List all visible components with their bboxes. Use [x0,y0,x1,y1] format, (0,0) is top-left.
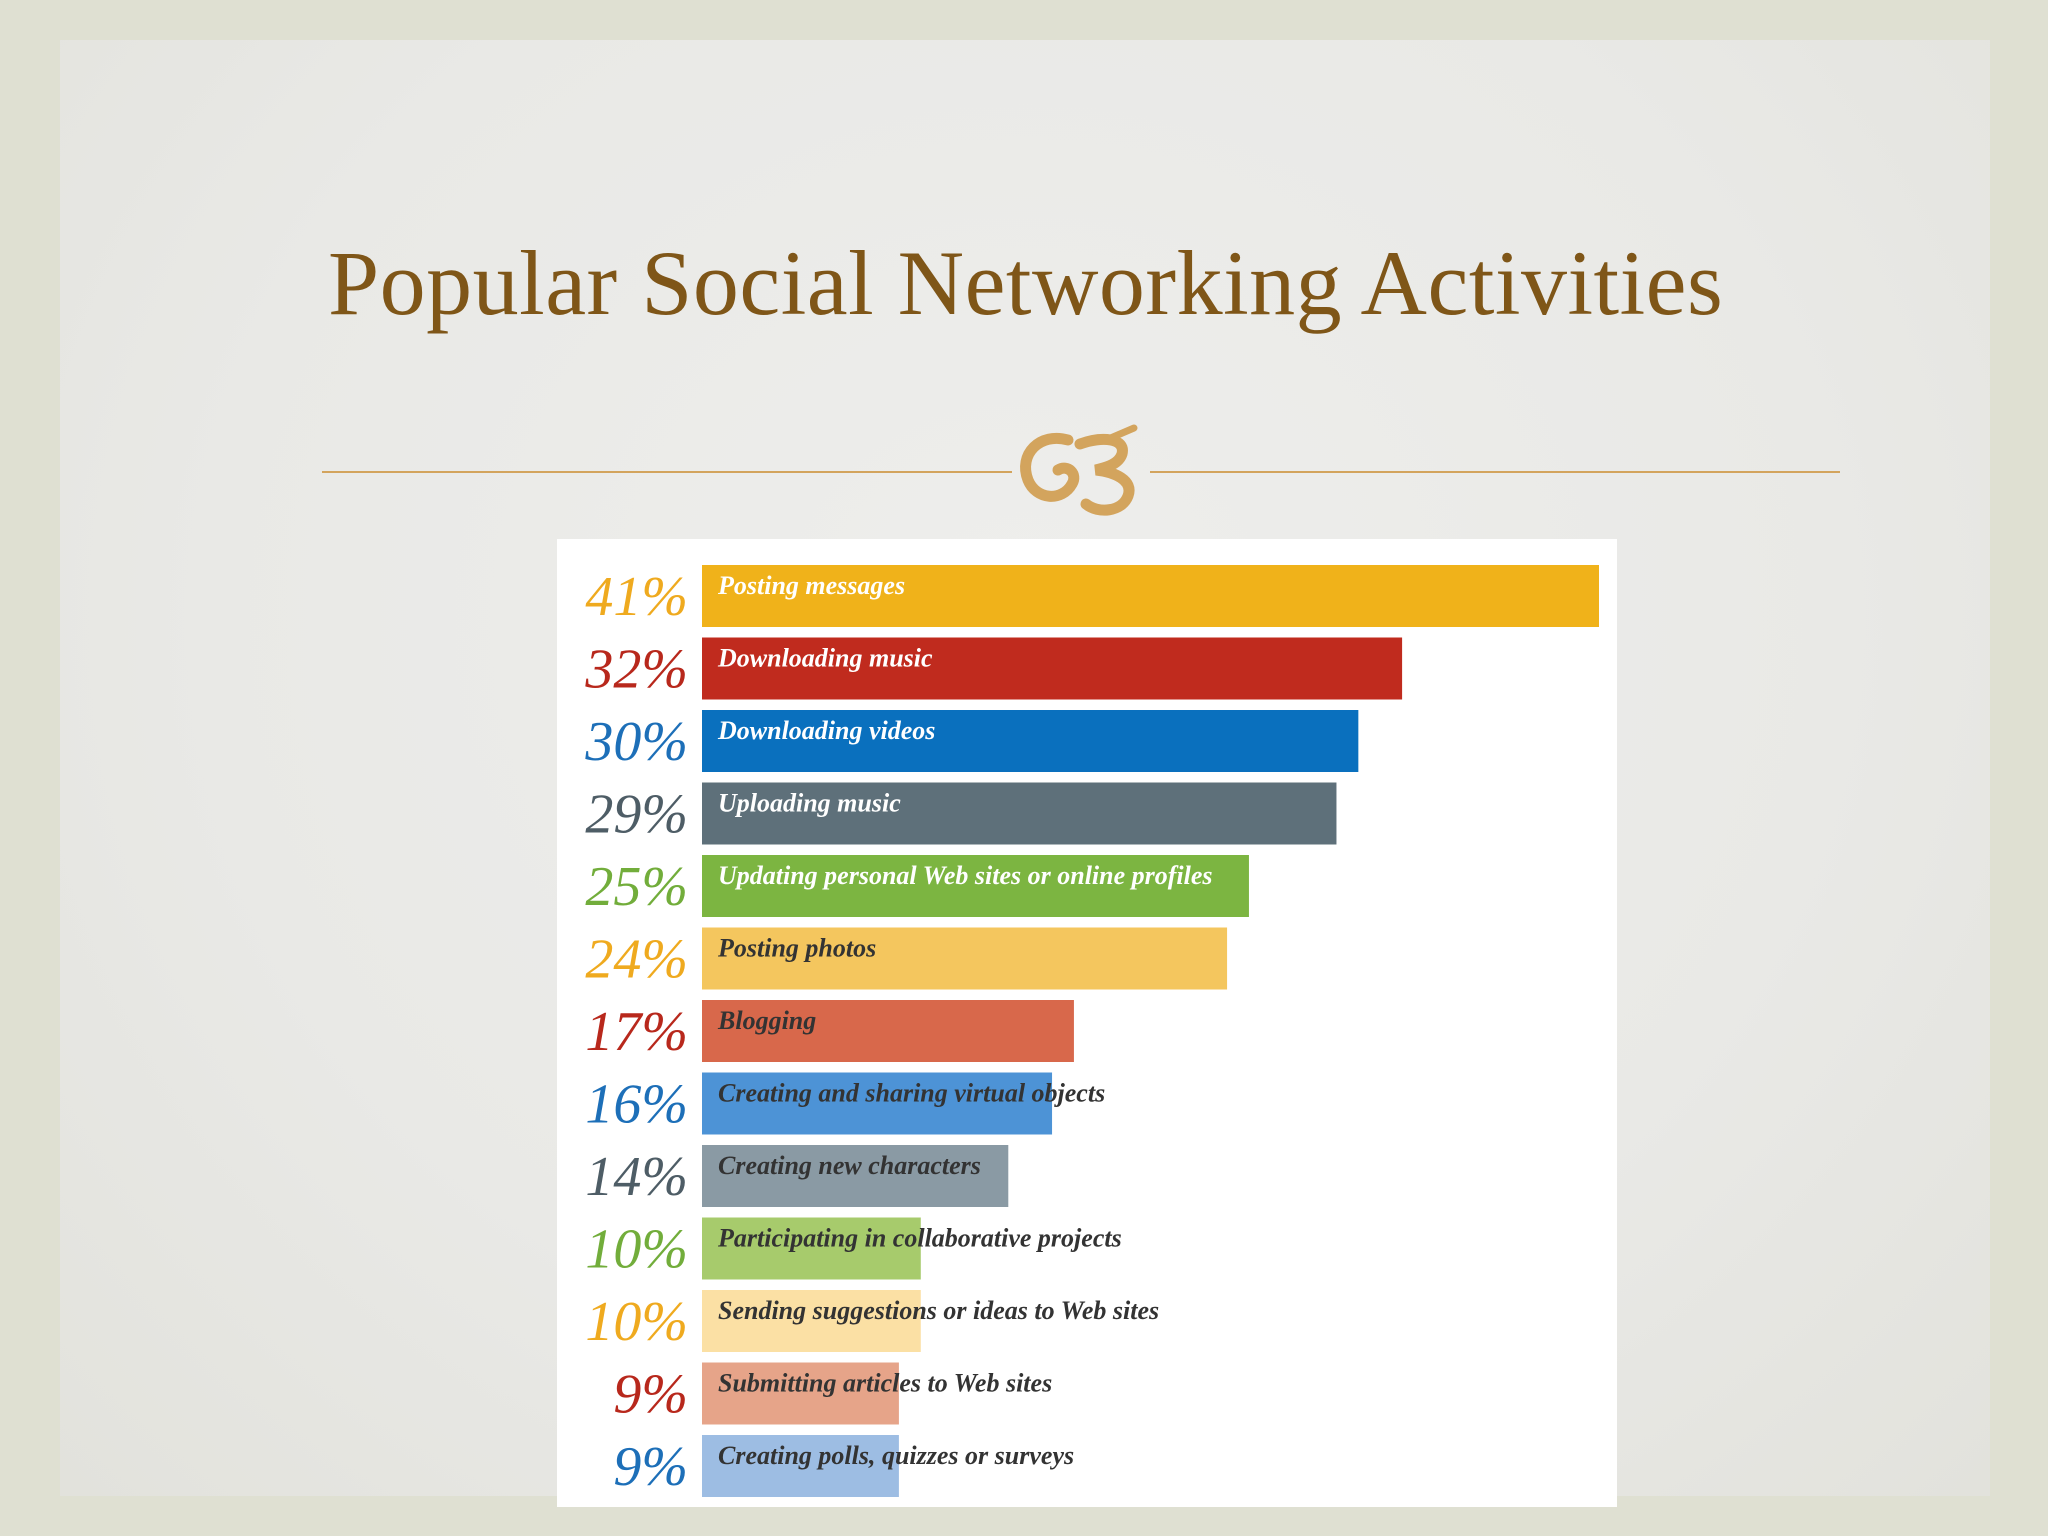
category-label-12: Submitting articles to Web sites [718,1369,1052,1398]
bar-chart: 41% Posting messages 32% Downloading music 3… [557,539,1617,1507]
bar-6 [702,927,1228,990]
value-label-12: 9% [613,1364,688,1426]
category-label-7: Blogging [717,1006,816,1035]
value-label-2: 32% [584,639,688,701]
value-label-9: 14% [585,1146,688,1208]
category-label-2: Downloading music [717,644,933,673]
value-label-13: 9% [613,1436,688,1498]
bar-8 [702,1072,1053,1135]
category-label-10: Participating in collaborative projects [717,1224,1122,1253]
category-label-1: Posting messages [717,571,905,600]
value-label-8: 16% [585,1074,688,1136]
category-label-6: Posting photos [717,934,876,963]
category-label-5: Updating personal Web sites or online pr… [718,861,1213,890]
bar-2 [702,637,1403,700]
category-label-3: Downloading videos [717,716,935,745]
bar-5 [702,855,1249,917]
bar-11 [702,1290,921,1352]
value-label-3: 30% [584,711,688,773]
category-label-8: Creating and sharing virtual objects [718,1079,1105,1108]
value-label-11: 10% [585,1291,688,1353]
bar-7 [702,1000,1074,1062]
bar-3 [702,710,1359,772]
category-label-13: Creating polls, quizzes or surveys [718,1441,1074,1470]
value-label-6: 24% [585,929,688,991]
title-divider-right [1150,471,1840,473]
bar-9 [702,1145,1009,1207]
value-label-4: 29% [585,784,688,846]
category-label-11: Sending suggestions or ideas to Web site… [718,1296,1159,1325]
value-label-1: 41% [585,566,688,628]
bar-12 [702,1362,899,1425]
category-label-9: Creating new characters [718,1151,981,1180]
value-label-10: 10% [585,1219,688,1281]
value-label-5: 25% [585,856,688,918]
bar-4 [702,782,1337,845]
swirl-ornament-icon [1020,424,1138,516]
bar-10 [702,1217,921,1280]
title-divider-left [322,471,1012,473]
category-label-4: Uploading music [718,789,901,818]
bar-13 [702,1435,899,1497]
slide: Popular Social Networking Activities 41%… [60,40,1990,1507]
bar-1 [702,565,1599,627]
slide-title: Popular Social Networking Activities [328,232,1724,334]
value-label-7: 17% [585,1001,688,1063]
bar-chart-svg: 41% Posting messages 32% Downloading music 3… [584,565,1599,1498]
